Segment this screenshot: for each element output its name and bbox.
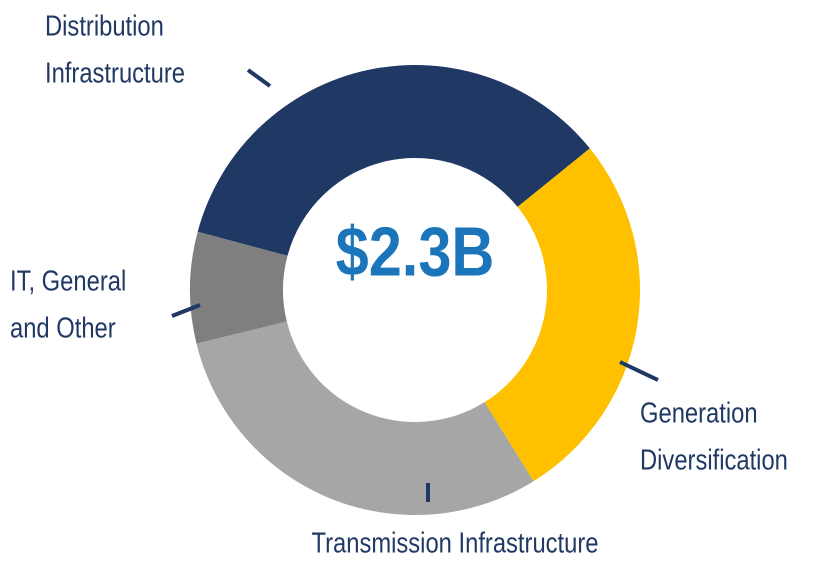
leader-line bbox=[246, 68, 272, 88]
segment-label: and Other bbox=[10, 311, 116, 344]
donut-segment bbox=[196, 321, 534, 516]
segment-label: Transmission Infrastructure bbox=[311, 526, 598, 559]
donut: Distribution Infrastructure Generation Dive… bbox=[10, 9, 788, 559]
segment-label: IT, General bbox=[10, 264, 126, 297]
leader-line bbox=[619, 360, 659, 382]
segment-label: Distribution bbox=[45, 9, 164, 42]
segment-label: Generation bbox=[640, 396, 758, 429]
donut-segment bbox=[190, 231, 288, 344]
segment-label: Diversification bbox=[640, 443, 788, 476]
leader-line bbox=[171, 303, 201, 318]
donut-segment bbox=[197, 64, 590, 256]
center-label: $2.3B bbox=[336, 212, 495, 291]
donut-segment bbox=[484, 148, 640, 482]
segment-label: Infrastructure bbox=[45, 56, 185, 89]
